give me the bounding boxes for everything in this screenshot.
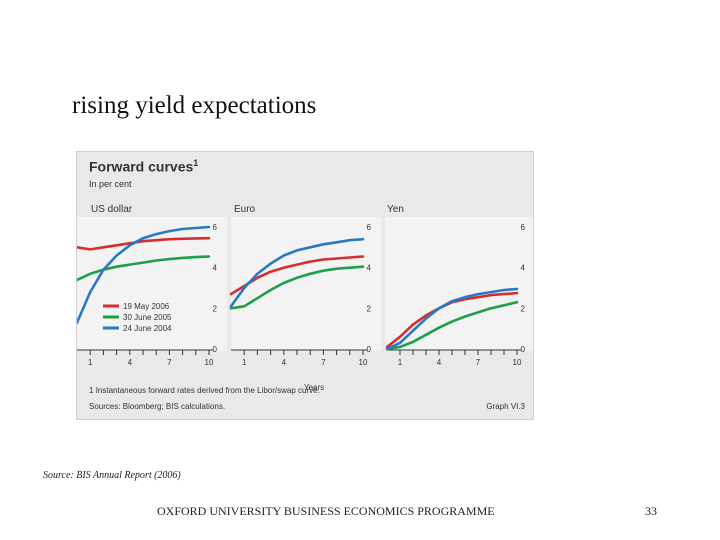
y-tick-label-us-dollar-6: 6 <box>213 223 218 232</box>
chart-footnote: 1 Instantaneous forward rates derived fr… <box>89 386 320 395</box>
chart-title-footnote-marker: 1 <box>193 158 199 168</box>
chart-subtitle: In per cent <box>89 179 132 189</box>
y-tick-label-yen-0: 0 <box>521 345 526 354</box>
page-number: 33 <box>645 504 657 518</box>
panel-title-yen: Yen <box>387 204 404 215</box>
panel-title-us-dollar: US dollar <box>91 204 133 215</box>
graph-id: Graph VI.3 <box>486 402 525 411</box>
y-tick-label-us-dollar-2: 2 <box>213 304 218 313</box>
x-tick-label-us-dollar-7: 7 <box>167 358 172 367</box>
y-tick-label-yen-2: 2 <box>521 304 526 313</box>
y-tick-label-euro-4: 4 <box>367 264 372 273</box>
x-tick-label-yen-4: 4 <box>437 358 442 367</box>
x-tick-label-euro-4: 4 <box>282 358 287 367</box>
y-tick-label-euro-2: 2 <box>367 304 372 313</box>
series-line-us-dollar-19-may-2006 <box>77 236 211 251</box>
x-tick-label-euro-1: 1 <box>242 358 247 367</box>
y-tick-label-yen-4: 4 <box>521 264 526 273</box>
series-line-euro-24-june-2004 <box>229 237 365 308</box>
y-tick-label-yen-6: 6 <box>521 223 526 232</box>
slide-title: rising yield expectations <box>72 92 317 119</box>
chart-footnote-marker: 1 <box>89 386 94 395</box>
legend-label-30-june-2005: 30 June 2005 <box>123 313 172 322</box>
legend-label-19-may-2006: 19 May 2006 <box>123 302 170 311</box>
y-tick-label-euro-0: 0 <box>367 345 372 354</box>
slide-footer: OXFORD UNIVERSITY BUSINESS ECONOMICS PRO… <box>157 504 495 518</box>
x-axis-label: Years <box>304 383 325 392</box>
source-label: Source: <box>43 470 74 481</box>
y-tick-label-us-dollar-4: 4 <box>213 264 218 273</box>
chart-figure: Forward curves1 In per cent US dollar Eu… <box>76 151 534 420</box>
series-line-yen-24-june-2004 <box>385 287 519 351</box>
chart-footnote-text: Instantaneous forward rates derived from… <box>95 386 320 395</box>
x-tick-label-us-dollar-1: 1 <box>88 358 93 367</box>
series-line-yen-30-june-2005 <box>385 300 519 351</box>
series-line-euro-30-june-2005 <box>229 265 365 310</box>
x-tick-label-yen-1: 1 <box>398 358 403 367</box>
chart-plot-area: 1 4 7 10 0 2 4 6 1 4 7 10 0 2 4 6 1 4 7 10 0 2 4 6 19 May 2006 30… <box>77 223 526 367</box>
legend-label-24-june-2004: 24 June 2004 <box>123 324 172 333</box>
x-tick-label-us-dollar-4: 4 <box>128 358 133 367</box>
x-tick-label-us-dollar-10: 10 <box>205 358 214 367</box>
chart-sources: Sources: Bloomberg; BIS calculations. <box>89 402 226 411</box>
panel-title-euro: Euro <box>234 204 256 215</box>
x-tick-label-yen-7: 7 <box>476 358 481 367</box>
x-tick-label-euro-7: 7 <box>321 358 326 367</box>
series-line-us-dollar-30-june-2005 <box>77 255 211 282</box>
x-tick-label-yen-10: 10 <box>513 358 522 367</box>
y-tick-label-euro-6: 6 <box>367 223 372 232</box>
x-tick-label-euro-10: 10 <box>359 358 368 367</box>
chart-title: Forward curves1 <box>89 158 198 175</box>
y-tick-label-us-dollar-0: 0 <box>213 345 218 354</box>
series-line-euro-19-may-2006 <box>229 255 365 296</box>
source-text: BIS Annual Report (2006) <box>76 470 181 481</box>
chart-title-text: Forward curves <box>89 158 194 175</box>
source-note: Source: BIS Annual Report (2006) <box>43 470 181 481</box>
series-line-us-dollar-24-june-2004 <box>77 225 211 324</box>
